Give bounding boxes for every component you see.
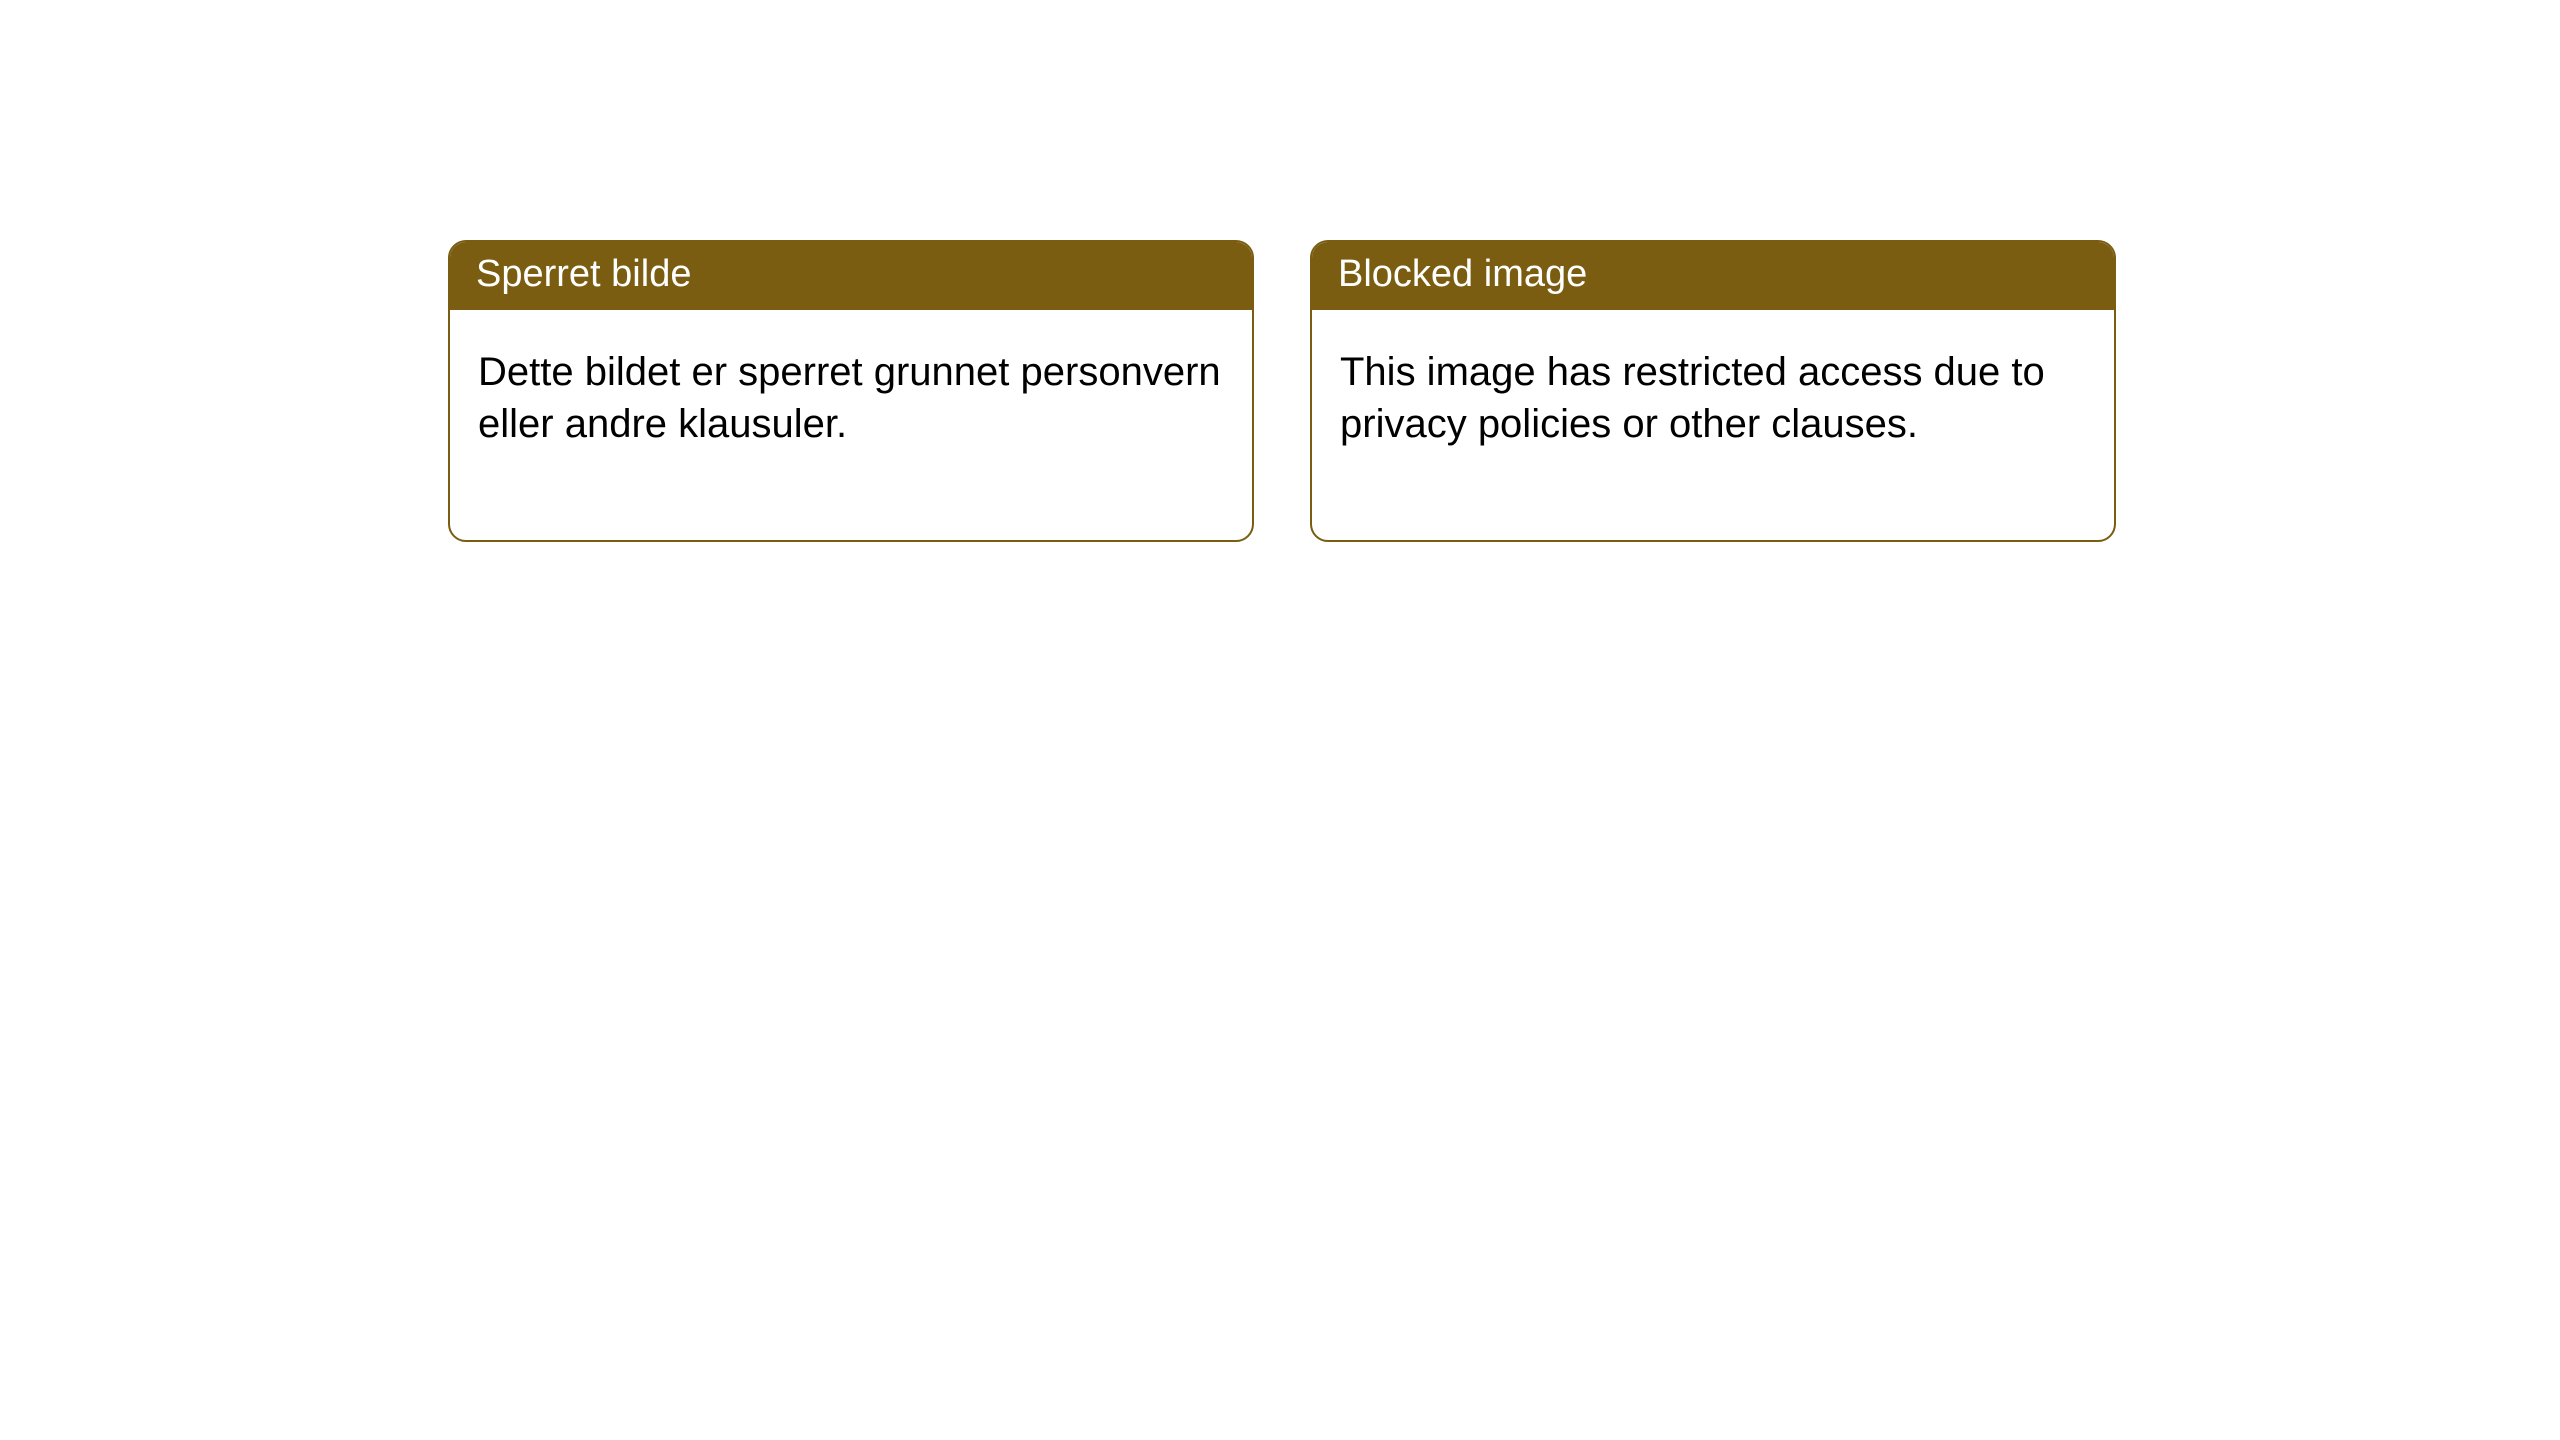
notice-title-english: Blocked image <box>1312 242 2114 310</box>
notice-title-norwegian: Sperret bilde <box>450 242 1252 310</box>
notice-card-norwegian: Sperret bilde Dette bildet er sperret gr… <box>448 240 1254 542</box>
notice-container: Sperret bilde Dette bildet er sperret gr… <box>0 0 2560 542</box>
notice-body-english: This image has restricted access due to … <box>1312 310 2114 540</box>
notice-card-english: Blocked image This image has restricted … <box>1310 240 2116 542</box>
notice-body-norwegian: Dette bildet er sperret grunnet personve… <box>450 310 1252 540</box>
